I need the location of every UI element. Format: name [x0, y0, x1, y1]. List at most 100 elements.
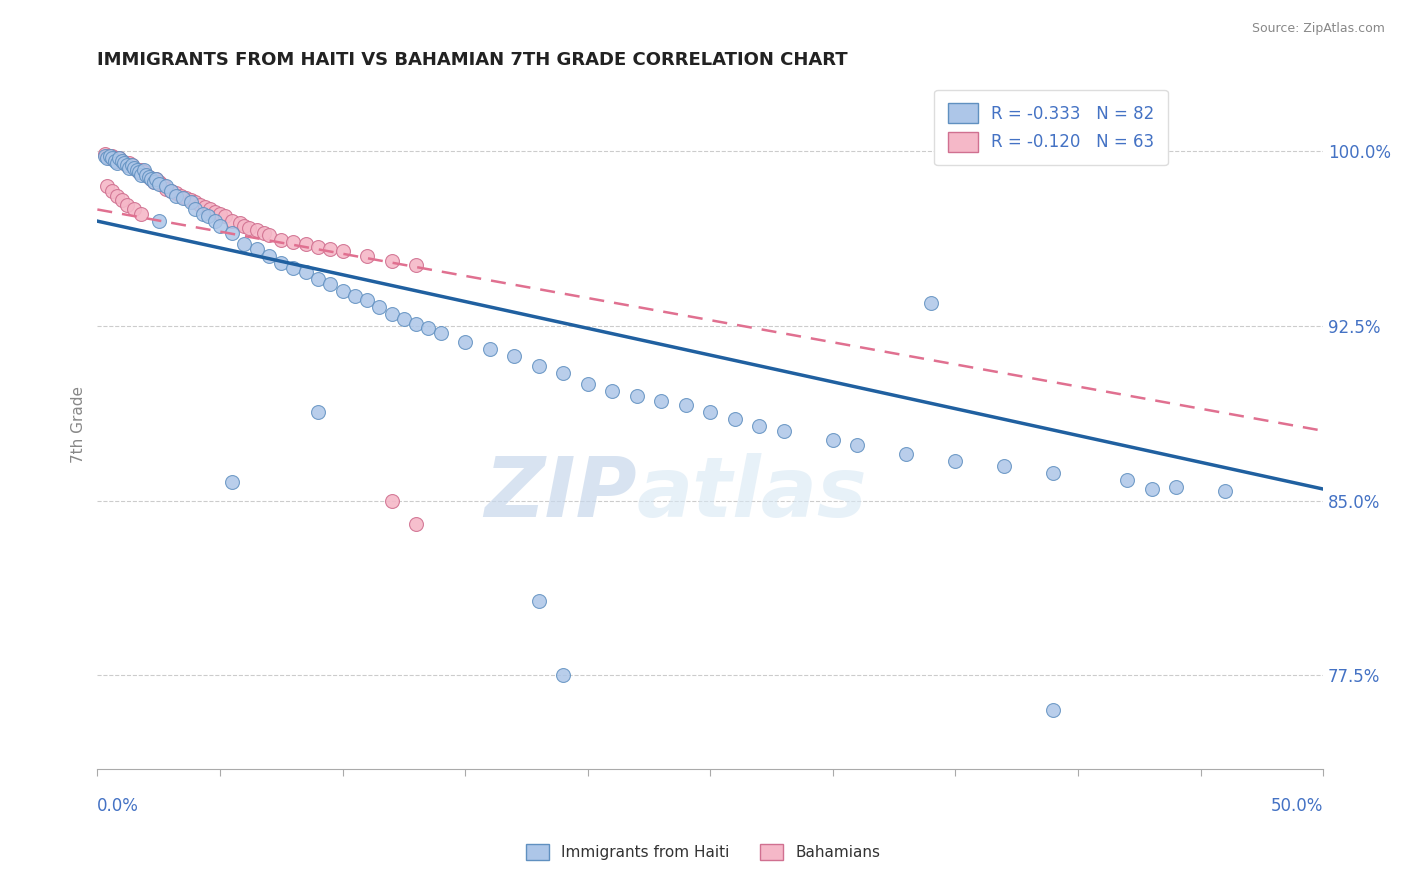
Point: [141, 172, 163, 186]
Point: [270, 233, 292, 247]
Point: [122, 202, 145, 217]
Point: [246, 242, 269, 256]
Point: [675, 398, 697, 412]
Point: [253, 226, 276, 240]
Point: [418, 321, 440, 335]
Point: [208, 207, 231, 221]
Point: [138, 169, 160, 184]
Point: [748, 419, 770, 434]
Point: [257, 228, 280, 243]
Point: [128, 165, 150, 179]
Point: [112, 156, 135, 170]
Point: [111, 193, 134, 207]
Point: [148, 214, 170, 228]
Point: [1213, 484, 1236, 499]
Legend: R = -0.333   N = 82, R = -0.120   N = 63: R = -0.333 N = 82, R = -0.120 N = 63: [935, 90, 1168, 165]
Point: [174, 191, 197, 205]
Point: [1042, 466, 1064, 480]
Point: [527, 594, 550, 608]
Point: [194, 200, 217, 214]
Point: [405, 259, 427, 273]
Point: [221, 226, 243, 240]
Point: [246, 223, 269, 237]
Point: [184, 195, 207, 210]
Point: [1140, 482, 1163, 496]
Point: [478, 343, 501, 357]
Point: [101, 149, 124, 163]
Point: [96, 151, 118, 165]
Point: [121, 158, 143, 172]
Point: [294, 265, 316, 279]
Point: [576, 377, 599, 392]
Point: [307, 405, 329, 419]
Point: [920, 295, 942, 310]
Point: [142, 175, 165, 189]
Point: [233, 237, 256, 252]
Point: [821, 433, 844, 447]
Point: [98, 151, 121, 165]
Point: [208, 219, 231, 233]
Point: [150, 177, 173, 191]
Point: [553, 366, 575, 380]
Point: [179, 193, 201, 207]
Point: [1164, 480, 1187, 494]
Point: [228, 217, 250, 231]
Point: [179, 195, 201, 210]
Point: [96, 149, 118, 163]
Point: [131, 162, 153, 177]
Point: [125, 162, 148, 177]
Point: [115, 198, 138, 212]
Point: [160, 184, 183, 198]
Point: [170, 188, 193, 202]
Text: ZIP: ZIP: [484, 453, 637, 534]
Point: [111, 153, 134, 168]
Point: [380, 307, 402, 321]
Point: [188, 198, 211, 212]
Point: [1116, 473, 1139, 487]
Point: [148, 175, 170, 189]
Text: 0.0%: 0.0%: [97, 797, 139, 814]
Point: [392, 312, 415, 326]
Point: [405, 516, 427, 531]
Point: [356, 249, 378, 263]
Point: [772, 424, 794, 438]
Point: [131, 207, 153, 221]
Point: [319, 277, 342, 291]
Point: [145, 172, 167, 186]
Point: [945, 454, 967, 468]
Point: [103, 153, 125, 168]
Point: [503, 349, 526, 363]
Point: [993, 458, 1015, 473]
Point: [380, 253, 402, 268]
Point: [115, 158, 138, 172]
Point: [111, 153, 134, 168]
Point: [553, 668, 575, 682]
Point: [896, 447, 918, 461]
Point: [356, 293, 378, 308]
Point: [108, 151, 131, 165]
Point: [160, 184, 183, 198]
Point: [332, 244, 354, 259]
Point: [270, 256, 292, 270]
Point: [294, 237, 316, 252]
Point: [165, 188, 187, 202]
Point: [141, 172, 163, 186]
Point: [108, 151, 131, 165]
Point: [142, 175, 165, 189]
Point: [148, 177, 170, 191]
Point: [101, 151, 124, 165]
Point: [112, 156, 135, 170]
Point: [93, 149, 115, 163]
Point: [650, 393, 672, 408]
Point: [221, 214, 243, 228]
Y-axis label: 7th Grade: 7th Grade: [72, 386, 86, 464]
Point: [257, 249, 280, 263]
Point: [105, 153, 128, 168]
Point: [105, 156, 128, 170]
Point: [132, 162, 155, 177]
Point: [138, 169, 160, 184]
Point: [405, 317, 427, 331]
Point: [93, 146, 115, 161]
Point: [96, 179, 118, 194]
Point: [191, 207, 214, 221]
